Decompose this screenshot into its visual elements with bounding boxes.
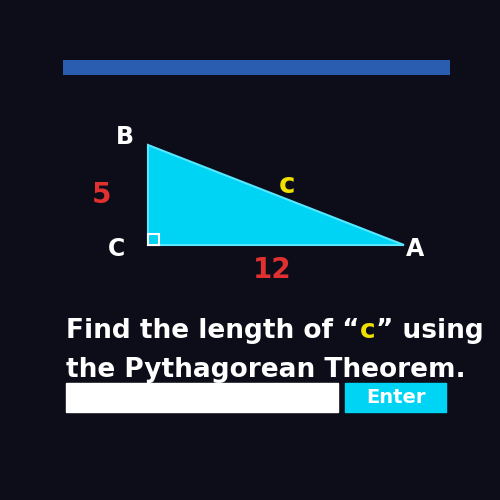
Text: c: c [279,171,295,199]
Bar [148,234,158,245]
Bar [346,384,446,412]
Text: C: C [108,236,126,260]
Text: Enter: Enter [366,388,426,407]
Text: the Pythagorean Theorem.: the Pythagorean Theorem. [66,357,466,383]
Bar [66,384,338,412]
Polygon shape [148,144,404,245]
Text: ” using: ” using [376,318,483,344]
Text: 5: 5 [92,180,111,209]
Text: Find the length of “: Find the length of “ [66,318,360,344]
Text: c: c [360,318,376,344]
Text: B: B [116,125,134,149]
Text: A: A [406,236,424,260]
Text: 12: 12 [252,256,291,284]
Bar [62,60,450,76]
